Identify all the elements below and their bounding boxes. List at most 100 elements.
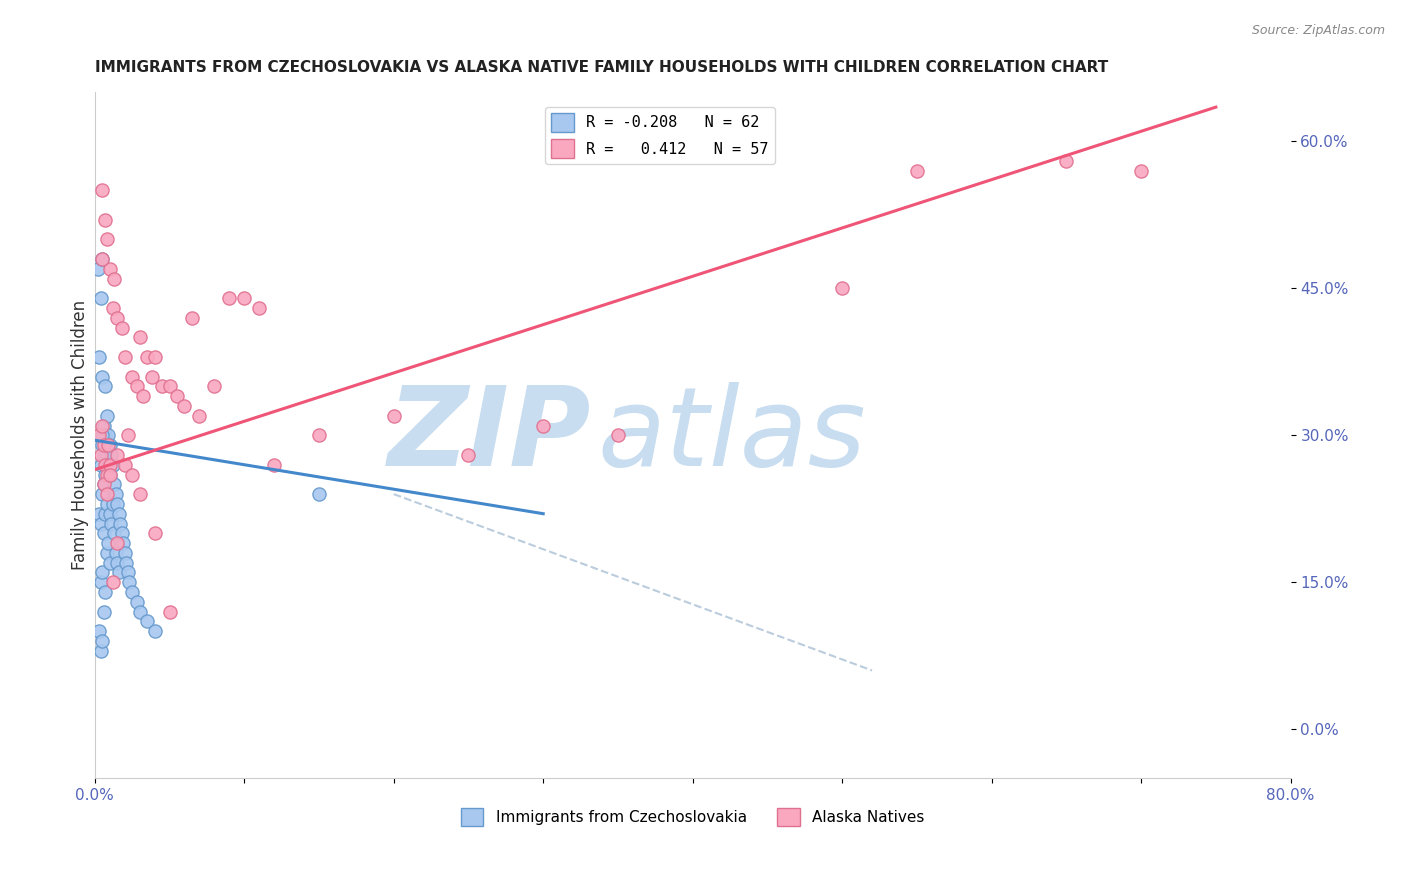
Point — [607, 428, 630, 442]
Point — [90, 644, 112, 658]
Point — [98, 507, 121, 521]
Point — [107, 566, 129, 580]
Point — [136, 615, 159, 629]
Point — [173, 399, 195, 413]
Point — [105, 310, 128, 325]
Point — [93, 605, 115, 619]
Point — [905, 163, 928, 178]
Point — [831, 281, 853, 295]
Point — [121, 585, 143, 599]
Point — [97, 438, 120, 452]
Point — [308, 487, 330, 501]
Point — [94, 467, 117, 482]
Point — [94, 379, 117, 393]
Point — [101, 301, 124, 315]
Point — [188, 409, 211, 423]
Text: ZIP: ZIP — [388, 382, 591, 489]
Point — [91, 252, 114, 266]
Point — [105, 536, 128, 550]
Point — [93, 448, 115, 462]
Point — [111, 526, 134, 541]
Point — [457, 448, 479, 462]
Point — [531, 418, 554, 433]
Point — [115, 556, 138, 570]
Point — [111, 320, 134, 334]
Point — [105, 497, 128, 511]
Point — [1130, 163, 1153, 178]
Point — [93, 438, 115, 452]
Point — [128, 487, 150, 501]
Point — [128, 605, 150, 619]
Point — [93, 477, 115, 491]
Point — [89, 428, 111, 442]
Point — [143, 350, 166, 364]
Point — [128, 330, 150, 344]
Point — [105, 448, 128, 462]
Point — [103, 477, 125, 491]
Point — [98, 556, 121, 570]
Point — [91, 438, 114, 452]
Point — [98, 467, 121, 482]
Point — [90, 448, 112, 462]
Point — [136, 350, 159, 364]
Point — [97, 458, 120, 472]
Point — [114, 350, 136, 364]
Point — [159, 605, 181, 619]
Point — [91, 566, 114, 580]
Point — [101, 458, 124, 472]
Point — [117, 566, 139, 580]
Point — [112, 536, 135, 550]
Point — [263, 458, 285, 472]
Legend: Immigrants from Czechoslovakia, Alaska Natives: Immigrants from Czechoslovakia, Alaska N… — [454, 801, 931, 832]
Point — [91, 634, 114, 648]
Point — [87, 261, 110, 276]
Point — [143, 526, 166, 541]
Point — [103, 526, 125, 541]
Point — [118, 575, 141, 590]
Point — [91, 428, 114, 442]
Point — [98, 261, 121, 276]
Point — [247, 301, 270, 315]
Point — [98, 467, 121, 482]
Point — [143, 624, 166, 639]
Point — [96, 497, 118, 511]
Point — [96, 487, 118, 501]
Point — [96, 467, 118, 482]
Point — [93, 477, 115, 491]
Point — [308, 428, 330, 442]
Point — [105, 556, 128, 570]
Point — [103, 271, 125, 285]
Point — [125, 379, 148, 393]
Point — [91, 369, 114, 384]
Point — [90, 516, 112, 531]
Y-axis label: Family Households with Children: Family Households with Children — [72, 301, 89, 570]
Point — [94, 212, 117, 227]
Point — [89, 624, 111, 639]
Point — [131, 389, 153, 403]
Point — [94, 585, 117, 599]
Point — [150, 379, 173, 393]
Point — [166, 389, 188, 403]
Point — [90, 291, 112, 305]
Text: atlas: atlas — [598, 382, 866, 489]
Point — [101, 575, 124, 590]
Point — [382, 409, 405, 423]
Point — [93, 526, 115, 541]
Point — [94, 428, 117, 442]
Point — [91, 183, 114, 197]
Point — [100, 516, 122, 531]
Point — [96, 409, 118, 423]
Point — [93, 418, 115, 433]
Point — [90, 575, 112, 590]
Point — [233, 291, 256, 305]
Text: IMMIGRANTS FROM CZECHOSLOVAKIA VS ALASKA NATIVE FAMILY HOUSEHOLDS WITH CHILDREN : IMMIGRANTS FROM CZECHOSLOVAKIA VS ALASKA… — [94, 60, 1108, 75]
Point — [91, 487, 114, 501]
Point — [114, 458, 136, 472]
Point — [159, 379, 181, 393]
Point — [121, 467, 143, 482]
Point — [89, 350, 111, 364]
Point — [104, 487, 127, 501]
Text: Source: ZipAtlas.com: Source: ZipAtlas.com — [1251, 24, 1385, 37]
Point — [91, 418, 114, 433]
Point — [108, 516, 131, 531]
